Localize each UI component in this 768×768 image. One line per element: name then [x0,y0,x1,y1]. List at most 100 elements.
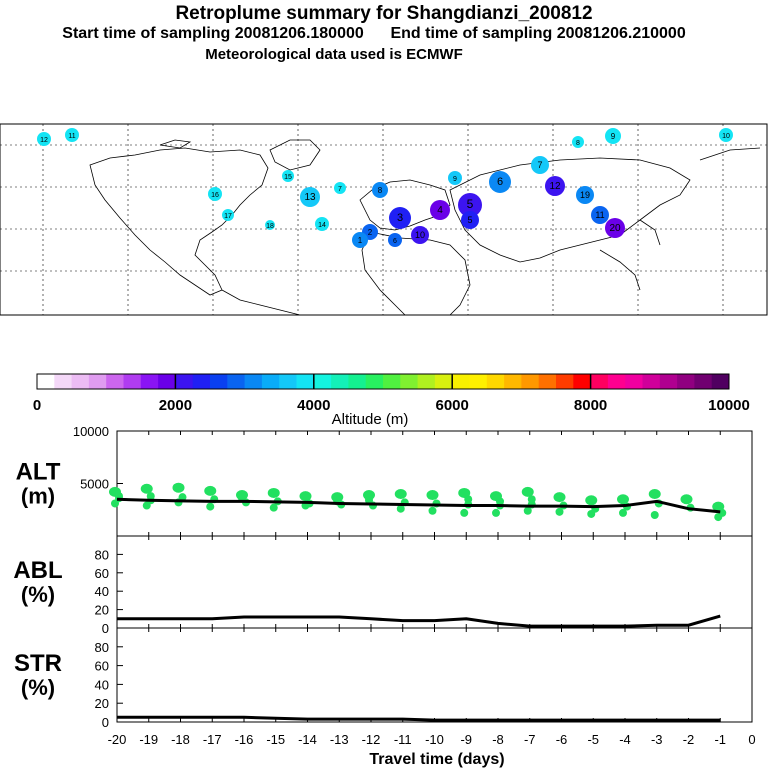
y-tick-label: 60 [95,659,109,674]
colorbar-swatch [140,374,159,389]
plume-cluster [591,206,609,224]
colorbar-swatch [244,374,263,389]
colorbar-swatch [694,374,713,389]
altitude-colorbar: 0 2000 4000 6000 8000 10000 Altitude (m) [33,373,750,428]
colorbar-frame [36,373,730,390]
plume-day-label: 13 [304,192,316,203]
plume-day-label: 3 [397,212,403,224]
colorbar-swatch [504,374,522,389]
coastlines [89,139,761,316]
altitude-dot [365,496,373,505]
colorbar-swatch [192,374,211,389]
colorbar-swatch [659,374,678,389]
altitude-dot [206,502,215,511]
x-tick-label: -14 [298,732,317,747]
x-tick-label: -3 [651,732,663,747]
colorbar-swatch [261,374,280,389]
colorbar-tick-label: 4000 [297,397,330,414]
altitude-dot [617,494,629,505]
plume-cluster [37,132,51,146]
plume-day-label: 20 [609,223,621,234]
plume-cluster [352,232,368,248]
altitude-dot [553,492,566,503]
plume-day-label: 12 [40,137,48,144]
plume-cluster [389,207,411,229]
altitude-dot [299,491,312,502]
series-line [117,715,721,722]
plume-day-label: 17 [224,213,232,220]
plume-day-label: 6 [497,176,503,188]
y-tick-label: 60 [95,566,109,581]
colorbar-swatch [642,374,661,389]
altitude-dot [394,489,407,499]
altitude-dot [585,495,598,506]
colorbar-swatch [227,374,246,389]
plume-cluster [448,171,462,185]
plume-cluster [315,217,329,231]
colorbar-tick-label: 2000 [159,397,192,414]
x-tick-label: -8 [492,732,504,747]
colorbar-swatch [54,374,73,389]
colorbar-tick-label: 10000 [708,397,750,414]
plume-cluster [334,182,346,194]
altitude-dot [680,494,693,505]
plume-day-label: 11 [68,133,75,140]
x-tick-label: -17 [203,732,222,747]
colorbar-swatch [37,374,55,389]
plume-day-label: 6 [393,238,397,245]
plume-cluster [572,136,584,148]
y-tick-label: 10000 [73,424,109,439]
colorbar-swatch [486,374,505,389]
colorbar-swatch [469,374,488,389]
x-tick-label: -19 [139,732,158,747]
panel-unit-label: (%) [21,582,55,607]
plume-cluster [411,226,429,244]
panel-unit-label: (m) [21,484,55,509]
panel-frame [116,535,753,629]
colorbar-swatch [313,374,332,389]
plume-day-label: 1 [358,236,363,245]
series-line [117,614,721,628]
x-tick-label: -9 [460,732,472,747]
plume-day-label: 14 [318,222,326,229]
met-data-line: Meteorological data used is ECMWF [205,46,463,63]
plume-cluster [65,128,79,142]
altitude-dot [464,495,473,504]
y-tick-label: 5000 [80,477,109,492]
colorbar-swatch [538,374,557,389]
x-tick-label: -11 [394,732,412,747]
altitude-dot [204,485,217,496]
plume-day-label: 7 [537,160,542,170]
colorbar-swatch [175,374,194,389]
plume-cluster [458,193,482,217]
plume-day-label: 5 [467,215,472,225]
x-tick-label: -6 [556,732,568,747]
x-tick-label: -20 [108,732,127,747]
plume-cluster [545,176,565,196]
altitude-dot [521,486,534,497]
x-tick-label: -2 [683,732,695,747]
plume-cluster [605,128,621,144]
plume-trajectory: 12 11 10 9 8 7 6 5 4 3 21 13 14 15 16 17 18 19 20 12 11 10 9 8 7… [37,128,733,248]
altitude-dot [426,490,439,501]
altitude-dot [523,506,532,515]
plume-cluster [282,170,294,182]
y-tick-label: 20 [95,603,109,618]
altitude-dot [648,489,661,499]
colorbar-tick-label: 8000 [574,397,607,414]
altitude-dot [267,487,280,498]
altitude-dot [492,508,500,517]
panel-label: ABL [13,557,62,584]
altitude-dot [460,508,469,517]
plume-day-label: 8 [378,186,383,195]
world-map: 12 11 10 9 8 7 6 5 4 3 21 13 14 15 16 17 18 19 20 12 11 10 9 8 7… [0,123,768,316]
altitude-dot [496,497,504,506]
y-tick-label: 20 [95,696,109,711]
x-tick-label: -4 [619,732,631,747]
plume-day-label: 10 [722,133,730,140]
plume-day-label: 8 [576,140,580,147]
altitude-dot [555,507,564,516]
altitude-dot [172,482,185,493]
colorbar-swatch [452,374,470,389]
plume-cluster [430,200,450,220]
